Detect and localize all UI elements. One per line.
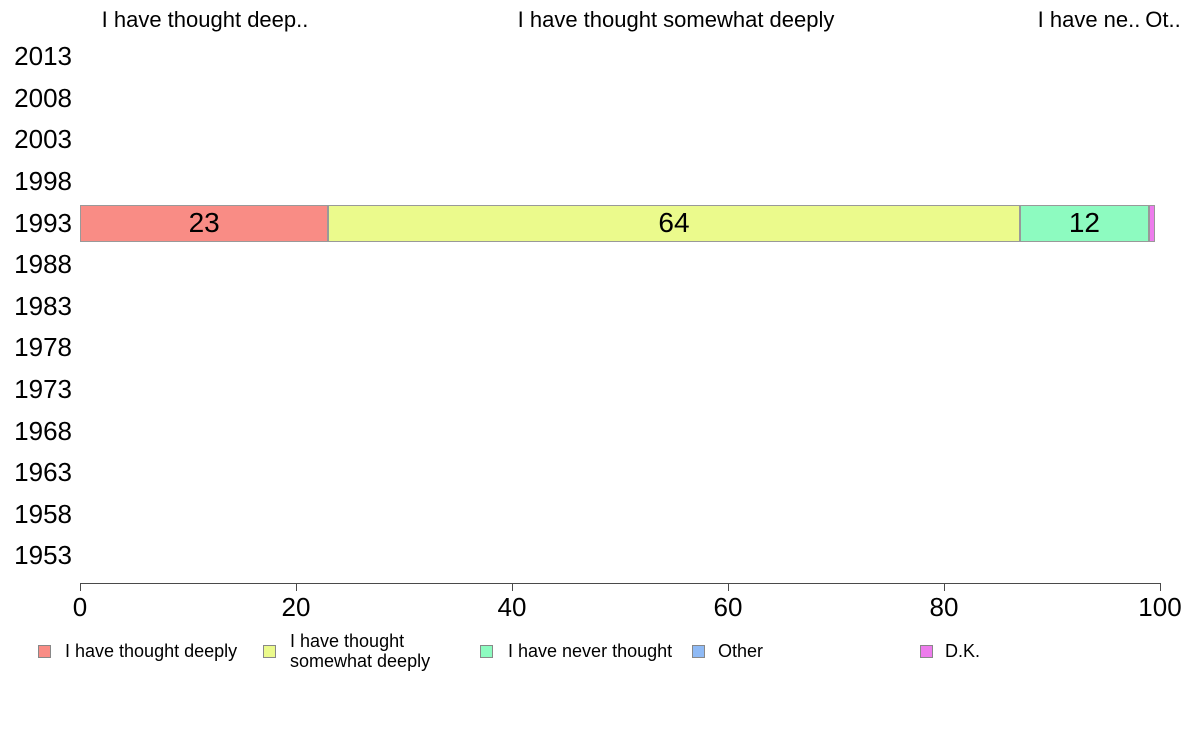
legend-swatch-icon	[38, 644, 51, 658]
x-axis-tick-label: 60	[713, 592, 743, 622]
x-axis-line	[80, 583, 1161, 584]
legend-item-label: I have thought somewhat deeply	[290, 631, 431, 671]
chart-row-1953: 1953	[0, 535, 1188, 577]
legend-item-other[interactable]: Other	[692, 633, 763, 669]
legend-item-label: I have never thought	[508, 641, 673, 661]
legend-item-d-k[interactable]: D.K.	[920, 633, 980, 669]
column-header-2: I have thought somewhat deeply	[517, 7, 835, 32]
chart-row-1983: 1983	[0, 286, 1188, 328]
chart-row-1998: 1998	[0, 161, 1188, 203]
x-axis-tick	[512, 583, 513, 591]
y-axis-label: 1958	[14, 498, 72, 529]
legend-item-i-have-thought-deeply[interactable]: I have thought deeply	[38, 633, 237, 669]
y-axis-label: 1978	[14, 332, 72, 363]
y-axis-label: 1973	[14, 374, 72, 405]
y-axis-label: 1983	[14, 290, 72, 321]
legend-item-label: D.K.	[945, 641, 981, 661]
column-header-4: Ot..	[1145, 7, 1181, 32]
y-axis-label: 1963	[14, 457, 72, 488]
chart-row-2008: 2008	[0, 78, 1188, 120]
x-axis-tick-label: 0	[72, 592, 88, 622]
chart-row-2013: 2013	[0, 36, 1188, 78]
y-axis-label: 2008	[14, 82, 72, 113]
bar-segment-i-have-never-thought[interactable]: 12	[1019, 204, 1150, 242]
legend-swatch-icon	[920, 644, 933, 658]
bar-segment-i-have-thought-deeply[interactable]: 23	[80, 204, 329, 242]
bar-value-label: 12	[1068, 207, 1100, 239]
x-axis-tick	[728, 583, 729, 591]
bar-value-label: 64	[658, 207, 690, 239]
legend-item-label: I have thought deeply	[65, 641, 238, 661]
x-axis-tick-label: 80	[929, 592, 959, 622]
y-axis-label: 1953	[14, 540, 72, 571]
column-header-1: I have thought deep..	[101, 7, 309, 32]
y-axis-label: 1993	[14, 207, 72, 238]
legend-swatch-icon	[692, 644, 705, 658]
chart-row-1993: 1993 23 64 12	[0, 202, 1188, 244]
chart-row-1963: 1963	[0, 452, 1188, 494]
x-axis-tick	[944, 583, 945, 591]
y-axis-label: 1988	[14, 249, 72, 280]
chart-row-1988: 1988	[0, 244, 1188, 286]
y-axis-label: 1998	[14, 166, 72, 197]
chart-row-1958: 1958	[0, 494, 1188, 536]
chart-row-1978: 1978	[0, 327, 1188, 369]
y-axis-label: 2003	[14, 124, 72, 155]
y-axis-label: 2013	[14, 41, 72, 72]
legend-item-i-have-never-thought[interactable]: I have never thought	[480, 633, 672, 669]
column-header-3: I have ne..	[1037, 7, 1141, 32]
bar-value-label: 23	[188, 207, 220, 239]
x-axis-tick	[80, 583, 81, 591]
y-axis-label: 1968	[14, 415, 72, 446]
legend-swatch-icon	[480, 644, 493, 658]
bar-segment-i-have-thought-somewhat-deeply[interactable]: 64	[328, 204, 1020, 242]
x-axis-tick-label: 40	[497, 592, 527, 622]
bar-segment-d-k[interactable]	[1149, 204, 1155, 242]
chart-row-1973: 1973	[0, 369, 1188, 411]
x-axis-tick-label: 100	[1138, 592, 1182, 622]
chart-row-1968: 1968	[0, 410, 1188, 452]
legend-swatch-icon	[263, 644, 276, 658]
x-axis-tick-label: 20	[281, 592, 311, 622]
x-axis-tick	[1160, 583, 1161, 591]
x-axis-tick	[296, 583, 297, 591]
chart-row-2003: 2003	[0, 119, 1188, 161]
legend-item-i-have-thought-somewhat-deeply[interactable]: I have thought somewhat deeply	[263, 631, 435, 671]
legend-item-label: Other	[718, 641, 764, 661]
